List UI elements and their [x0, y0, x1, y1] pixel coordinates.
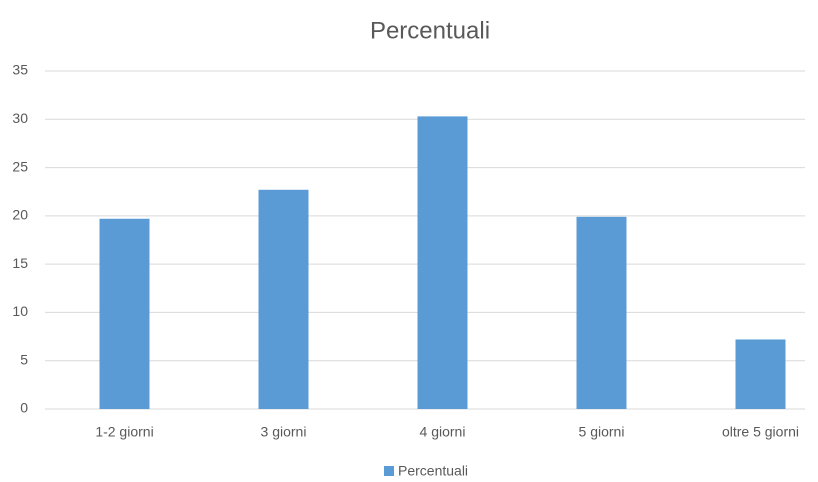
bar [735, 339, 786, 409]
bar [576, 216, 627, 409]
y-tick-label: 10 [12, 303, 28, 319]
x-tick-label: oltre 5 giorni [722, 424, 799, 440]
y-tick-label: 30 [12, 110, 28, 126]
y-tick-label: 15 [12, 255, 28, 271]
y-tick-label: 0 [20, 400, 28, 416]
x-tick-label: 3 giorni [261, 424, 307, 440]
legend-swatch [384, 466, 394, 476]
bar [417, 116, 468, 409]
y-tick-label: 5 [20, 351, 28, 367]
y-tick-label: 35 [12, 62, 28, 78]
x-tick-label: 1-2 giorni [95, 424, 153, 440]
chart-title: Percentuali [370, 17, 490, 44]
legend-label: Percentuali [398, 463, 468, 479]
x-tick-label: 4 giorni [420, 424, 466, 440]
y-tick-label: 25 [12, 158, 28, 174]
bar [258, 189, 309, 409]
bar [99, 218, 150, 409]
x-tick-label: 5 giorni [579, 424, 625, 440]
y-tick-label: 20 [12, 207, 28, 223]
